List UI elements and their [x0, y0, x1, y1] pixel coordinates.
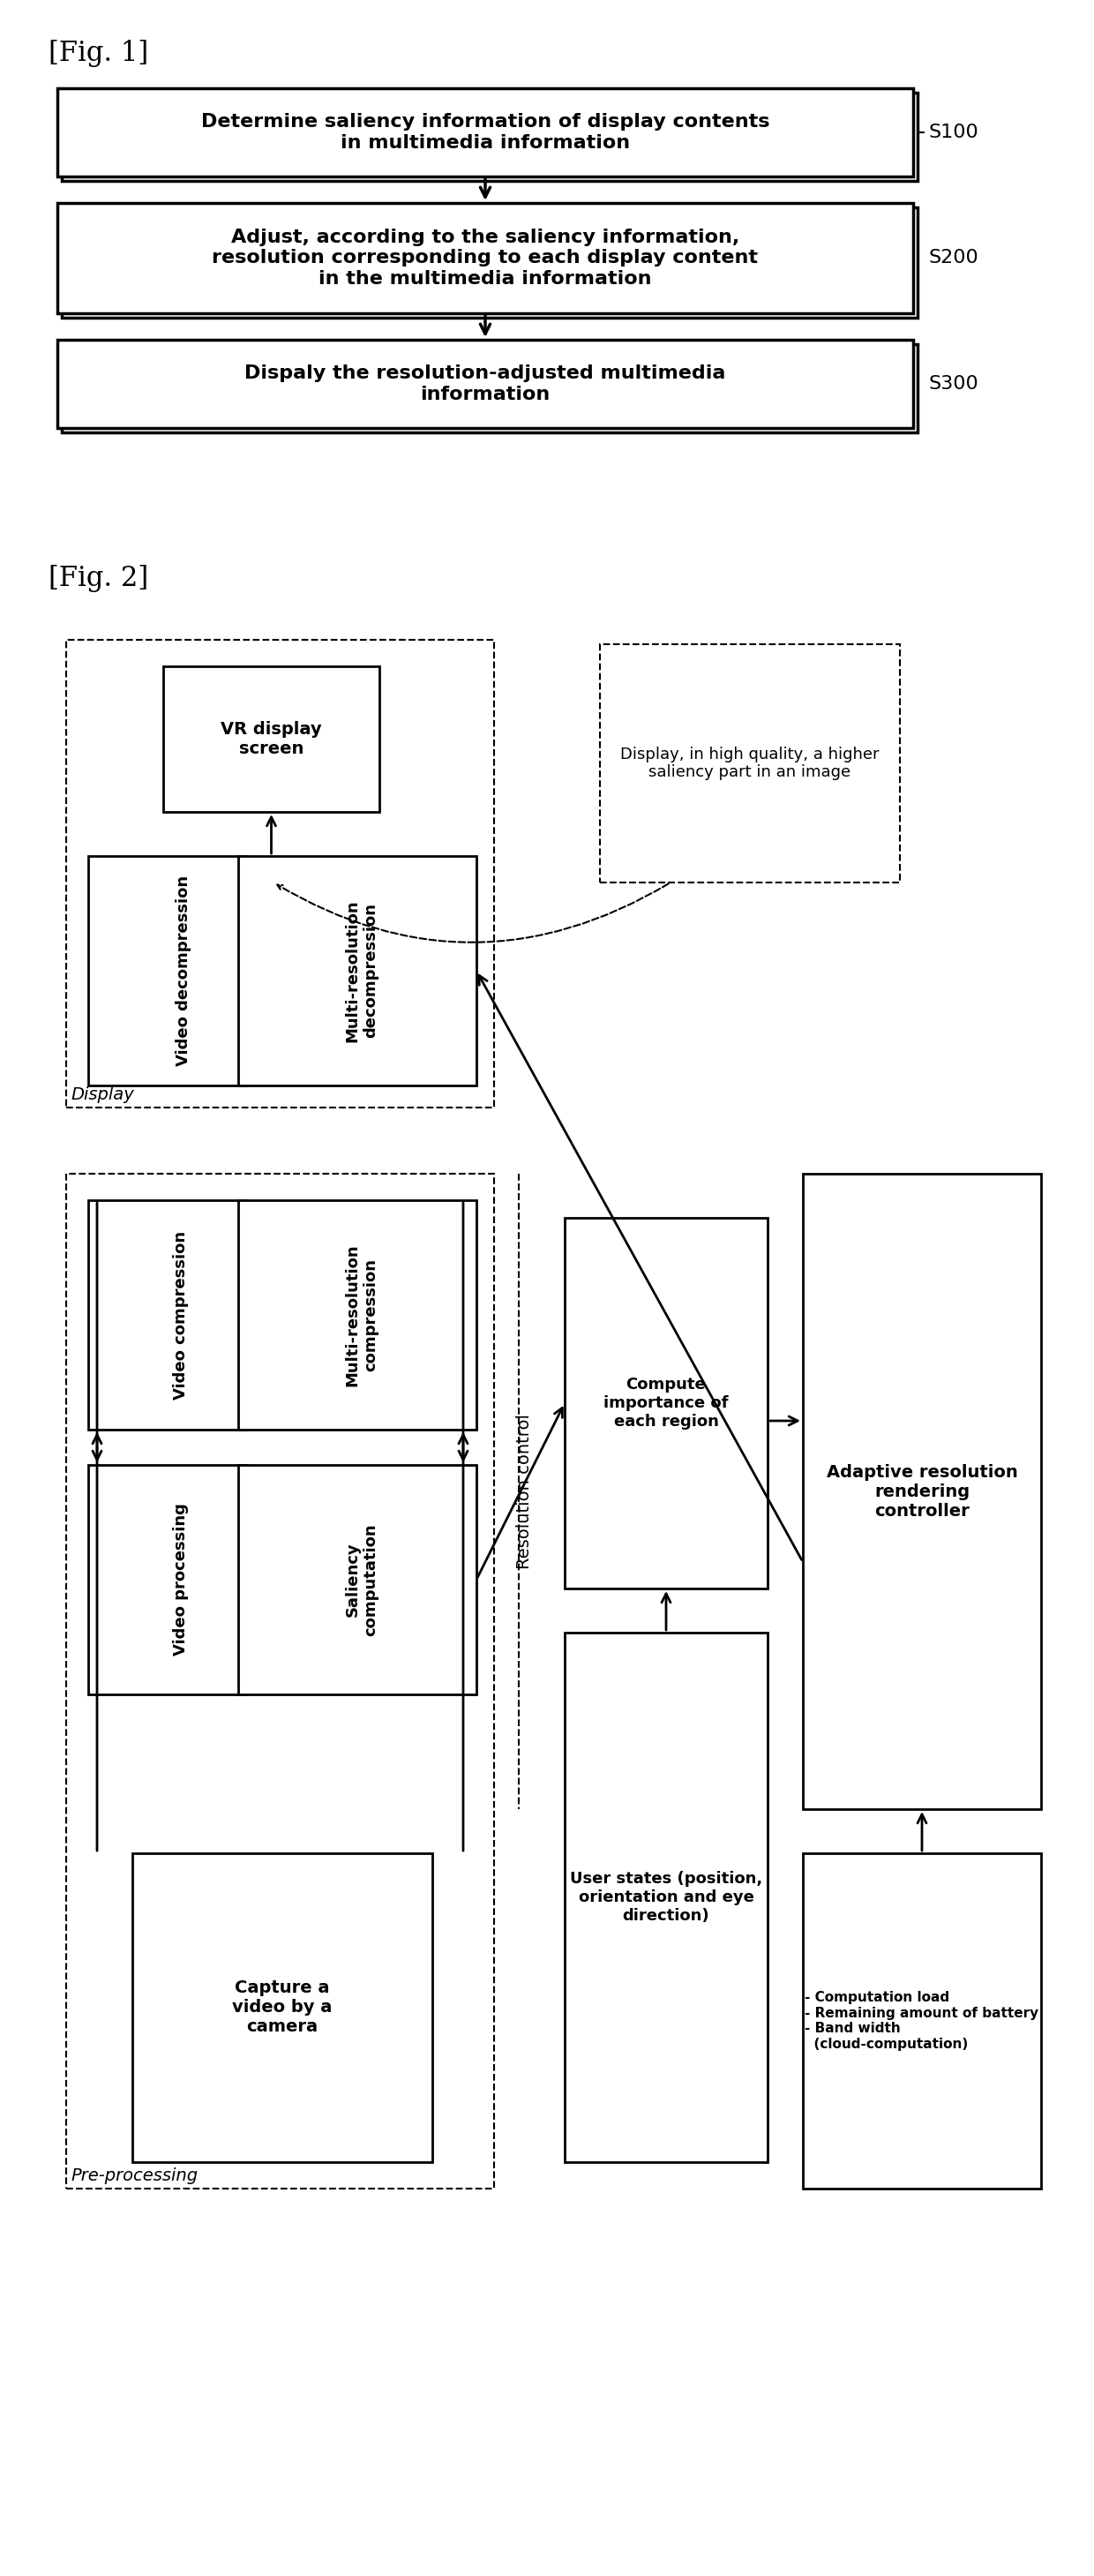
FancyBboxPatch shape	[89, 1200, 247, 1430]
FancyBboxPatch shape	[57, 88, 913, 178]
Text: Video compression: Video compression	[173, 1231, 189, 1399]
FancyBboxPatch shape	[803, 1852, 1041, 2190]
Text: VR display
screen: VR display screen	[221, 721, 322, 757]
Text: Display, in high quality, a higher
saliency part in an image: Display, in high quality, a higher salie…	[620, 747, 880, 781]
Text: Video decompression: Video decompression	[175, 876, 191, 1066]
Text: Dispaly the resolution-adjusted multimedia
information: Dispaly the resolution-adjusted multimed…	[245, 366, 725, 402]
Text: Display: Display	[71, 1087, 133, 1103]
Text: Pre-processing: Pre-processing	[71, 2166, 198, 2184]
FancyBboxPatch shape	[238, 855, 476, 1084]
Text: S200: S200	[929, 250, 979, 268]
FancyBboxPatch shape	[565, 1633, 768, 2161]
Text: [Fig. 2]: [Fig. 2]	[48, 564, 149, 592]
Text: S300: S300	[929, 376, 979, 392]
FancyBboxPatch shape	[132, 1852, 432, 2161]
FancyBboxPatch shape	[61, 345, 918, 433]
FancyBboxPatch shape	[238, 1466, 476, 1695]
Text: Saliency
computation: Saliency computation	[345, 1522, 379, 1636]
Text: User states (position,
orientation and eye
direction): User states (position, orientation and e…	[570, 1870, 763, 1924]
FancyBboxPatch shape	[163, 667, 380, 811]
Text: Determine saliency information of display contents
in multimedia information: Determine saliency information of displa…	[201, 113, 769, 152]
FancyBboxPatch shape	[238, 1200, 476, 1430]
Text: Multi-resolution
compression: Multi-resolution compression	[345, 1244, 379, 1386]
FancyBboxPatch shape	[565, 1218, 768, 1589]
Text: Capture a
video by a
camera: Capture a video by a camera	[232, 1981, 333, 2035]
FancyBboxPatch shape	[61, 209, 918, 317]
Text: S100: S100	[929, 124, 979, 142]
Text: Compute
importance of
each region: Compute importance of each region	[604, 1376, 729, 1430]
Text: Resolution control: Resolution control	[516, 1414, 534, 1569]
Text: Adaptive resolution
rendering
controller: Adaptive resolution rendering controller	[826, 1463, 1017, 1520]
FancyBboxPatch shape	[57, 340, 913, 428]
Text: [Fig. 1]: [Fig. 1]	[48, 39, 149, 67]
FancyBboxPatch shape	[89, 855, 247, 1084]
FancyBboxPatch shape	[803, 1175, 1041, 1808]
FancyBboxPatch shape	[57, 204, 913, 314]
Text: Video processing: Video processing	[173, 1504, 189, 1656]
Text: Multi-resolution
decompression: Multi-resolution decompression	[345, 899, 379, 1043]
Text: - Computation load
- Remaining amount of battery
- Band width
  (cloud-computati: - Computation load - Remaining amount of…	[805, 1991, 1039, 2050]
Text: Adjust, according to the saliency information,
resolution corresponding to each : Adjust, according to the saliency inform…	[212, 229, 758, 289]
FancyBboxPatch shape	[61, 93, 918, 180]
FancyBboxPatch shape	[89, 1466, 247, 1695]
